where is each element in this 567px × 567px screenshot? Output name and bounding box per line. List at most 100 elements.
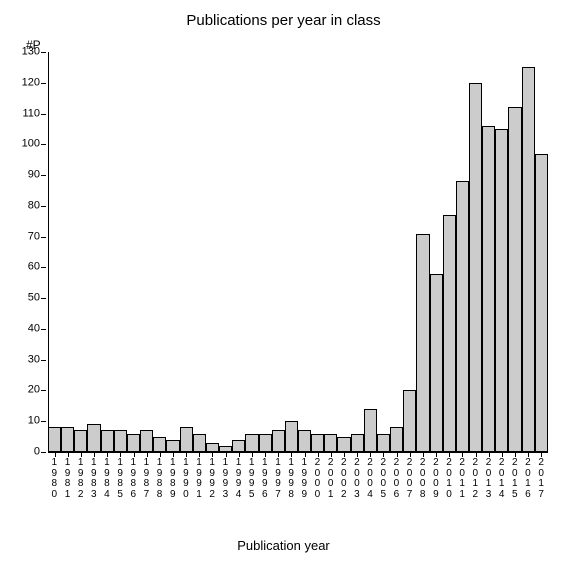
x-tick-label: 2 0 1 0	[443, 458, 456, 500]
y-tick-label: 10	[4, 416, 40, 427]
x-tick-label: 2 0 1 7	[535, 458, 548, 500]
x-tick-label: 2 0 1 3	[482, 458, 495, 500]
bar	[298, 430, 311, 452]
bar	[337, 437, 350, 452]
y-tick-label: 20	[4, 385, 40, 396]
bar	[140, 430, 153, 452]
bar	[351, 434, 364, 452]
x-axis-labels: 1 9 8 01 9 8 11 9 8 21 9 8 31 9 8 41 9 8…	[48, 458, 548, 500]
bar	[364, 409, 377, 452]
y-tick-mark	[41, 360, 46, 361]
bar	[311, 434, 324, 452]
y-tick-mark	[41, 114, 46, 115]
bar	[482, 126, 495, 452]
bar	[456, 181, 469, 452]
x-tick-label: 2 0 1 4	[495, 458, 508, 500]
x-tick-label: 2 0 1 1	[456, 458, 469, 500]
bar	[61, 427, 74, 452]
x-tick-label: 1 9 9 5	[245, 458, 258, 500]
y-tick-label: 100	[4, 139, 40, 150]
bar	[324, 434, 337, 452]
y-tick-mark	[41, 421, 46, 422]
x-tick-label: 1 9 8 8	[153, 458, 166, 500]
y-tick-label: 120	[4, 77, 40, 88]
y-tick-label: 90	[4, 170, 40, 181]
chart-container: Publications per year in class #P 010203…	[0, 0, 567, 567]
bar	[101, 430, 114, 452]
y-tick-mark	[41, 267, 46, 268]
y-tick-label: 70	[4, 231, 40, 242]
bar	[232, 440, 245, 452]
y-tick-label: 30	[4, 354, 40, 365]
bar	[508, 107, 521, 452]
bar	[469, 83, 482, 452]
x-tick-label: 1 9 8 2	[74, 458, 87, 500]
bar	[535, 154, 548, 452]
bar	[74, 430, 87, 452]
y-tick-mark	[41, 329, 46, 330]
bar	[259, 434, 272, 452]
bar	[193, 434, 206, 452]
x-tick-label: 1 9 9 2	[206, 458, 219, 500]
x-tick-label: 2 0 0 3	[351, 458, 364, 500]
bar	[272, 430, 285, 452]
x-tick-label: 2 0 0 4	[364, 458, 377, 500]
x-tick-label: 1 9 8 9	[166, 458, 179, 500]
bar	[285, 421, 298, 452]
y-tick-mark	[41, 298, 46, 299]
x-tick-label: 1 9 9 7	[272, 458, 285, 500]
y-tick-label: 60	[4, 262, 40, 273]
y-tick-label: 80	[4, 200, 40, 211]
bar	[390, 427, 403, 452]
y-tick-mark	[41, 390, 46, 391]
x-tick-label: 1 9 8 7	[140, 458, 153, 500]
y-tick-label: 110	[4, 108, 40, 119]
bar	[430, 274, 443, 452]
x-axis-title: Publication year	[0, 538, 567, 553]
x-tick-label: 2 0 0 2	[337, 458, 350, 500]
x-tick-label: 2 0 0 6	[390, 458, 403, 500]
x-tick-label: 1 9 9 1	[193, 458, 206, 500]
y-tick-mark	[41, 52, 46, 53]
x-tick-label: 1 9 9 3	[219, 458, 232, 500]
x-tick-label: 1 9 8 5	[114, 458, 127, 500]
x-tick-label: 1 9 9 0	[180, 458, 193, 500]
x-tick-label: 1 9 8 1	[61, 458, 74, 500]
bar	[245, 434, 258, 452]
x-tick-label: 2 0 1 2	[469, 458, 482, 500]
x-tick-label: 1 9 9 4	[232, 458, 245, 500]
x-tick-label: 1 9 9 9	[298, 458, 311, 500]
bar	[87, 424, 100, 452]
bars-group	[48, 52, 548, 452]
y-tick-label: 40	[4, 323, 40, 334]
bar	[443, 215, 456, 452]
y-tick-label: 50	[4, 293, 40, 304]
bar	[377, 434, 390, 452]
y-tick-mark	[41, 83, 46, 84]
bar	[127, 434, 140, 452]
bar	[522, 67, 535, 452]
y-tick-mark	[41, 452, 46, 453]
bar	[48, 427, 61, 452]
x-tick-label: 2 0 0 9	[430, 458, 443, 500]
bar	[166, 440, 179, 452]
x-tick-label: 2 0 0 5	[377, 458, 390, 500]
y-axis-ticks: 0102030405060708090100110120130	[0, 52, 48, 452]
bar	[495, 129, 508, 452]
x-tick-label: 2 0 0 0	[311, 458, 324, 500]
y-tick-mark	[41, 175, 46, 176]
x-tick-label: 2 0 0 8	[416, 458, 429, 500]
x-tick-label: 1 9 9 6	[259, 458, 272, 500]
plot-area	[48, 52, 548, 452]
x-tick-label: 1 9 8 3	[87, 458, 100, 500]
bar	[114, 430, 127, 452]
x-tick-label: 1 9 8 6	[127, 458, 140, 500]
y-tick-mark	[41, 237, 46, 238]
x-tick-label: 2 0 1 6	[522, 458, 535, 500]
x-tick-label: 2 0 0 7	[403, 458, 416, 500]
bar	[153, 437, 166, 452]
y-tick-mark	[41, 206, 46, 207]
bar	[180, 427, 193, 452]
bar	[403, 390, 416, 452]
x-tick-label: 1 9 9 8	[285, 458, 298, 500]
